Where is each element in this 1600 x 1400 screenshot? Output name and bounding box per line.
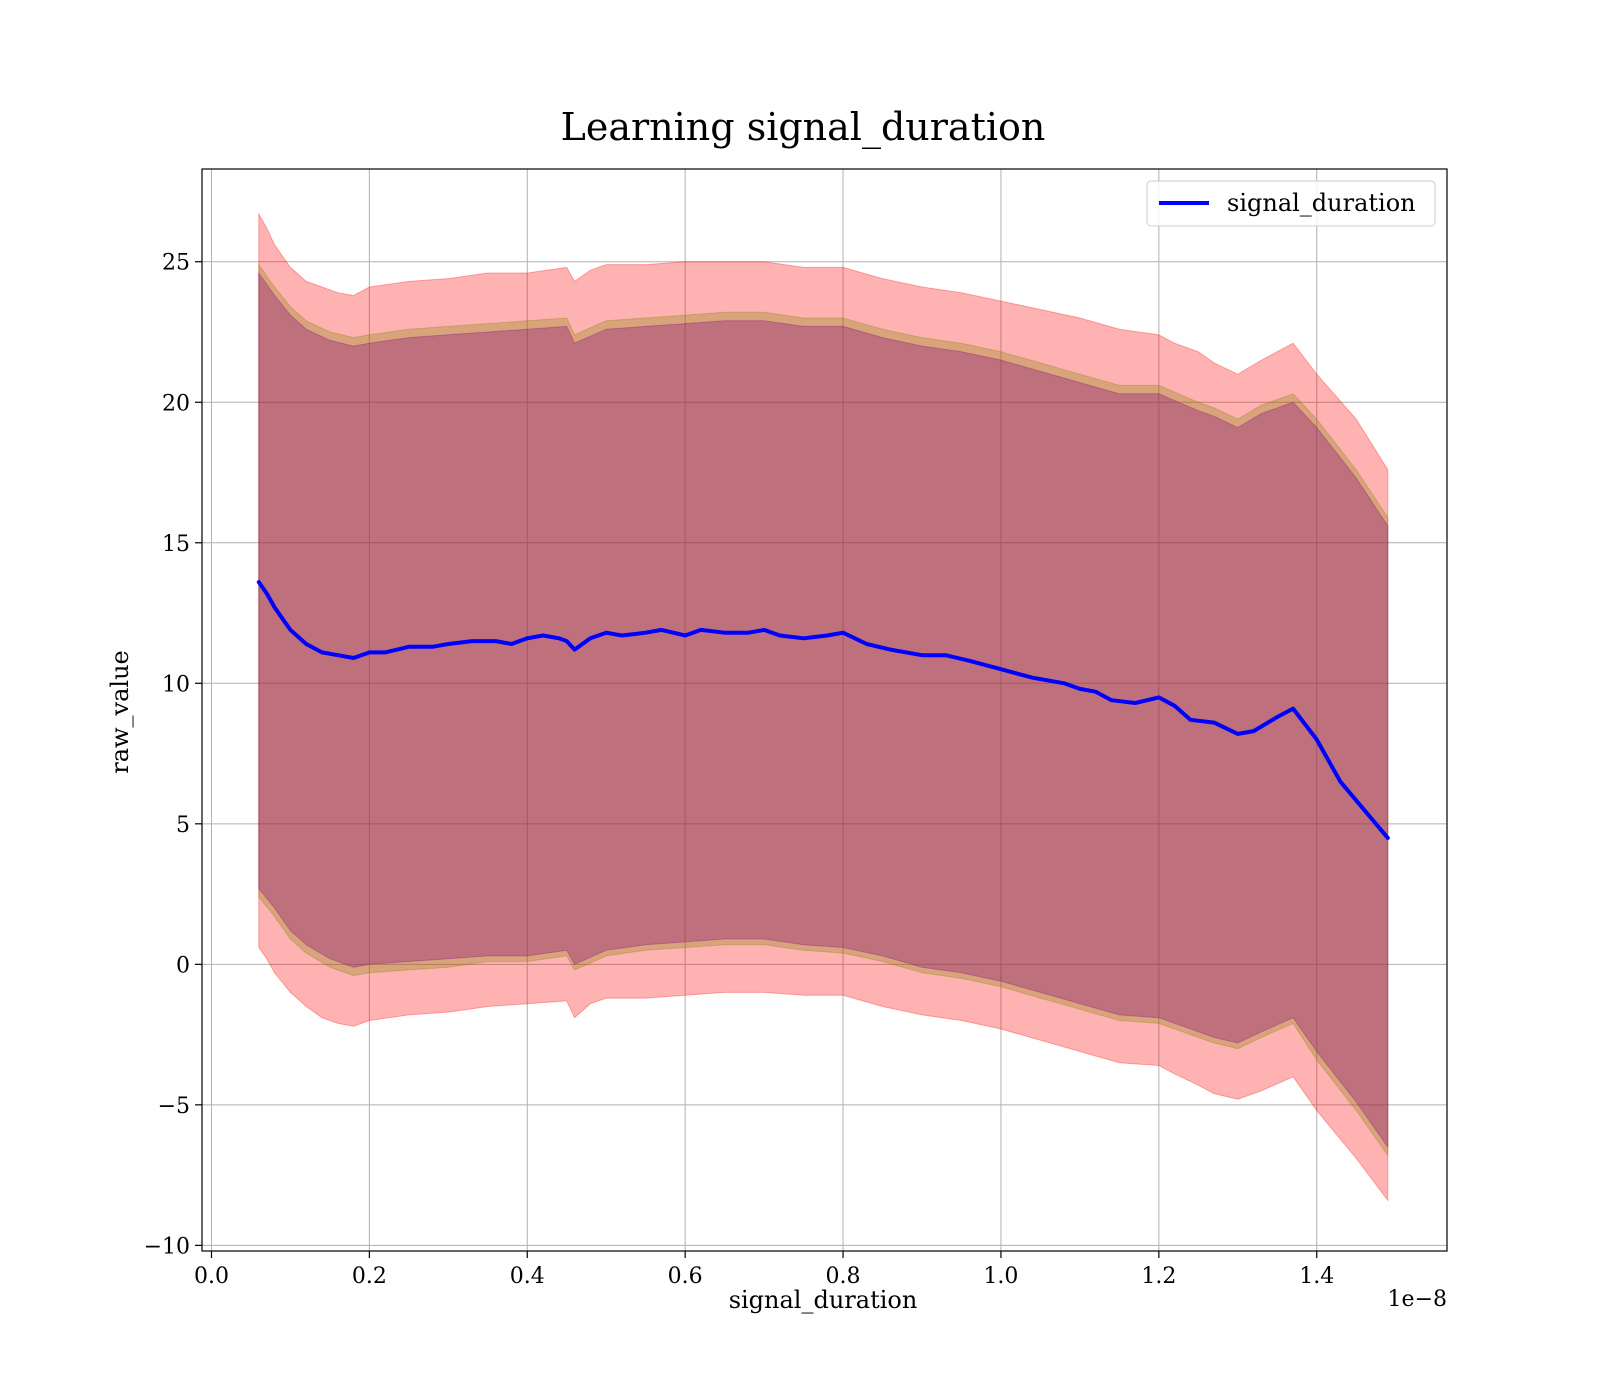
band-outer_band: [258, 212, 1389, 1202]
x-tick-label: 1.2: [1141, 1264, 1176, 1289]
legend-label-signal-duration: signal_duration: [1227, 189, 1416, 217]
grid: [202, 169, 1447, 1251]
series-lines: [256, 580, 1390, 840]
legend: signal_duration: [1146, 180, 1436, 227]
x-axis-ticks: 0.0 0.2 0.4 0.6 0.8 1.0 1.2 1.4: [194, 1251, 1334, 1289]
x-tick-label: 1.0: [983, 1264, 1018, 1289]
y-tick-label: 15: [162, 532, 190, 557]
confidence-bands: [258, 212, 1389, 1202]
x-tick-label: 0.8: [826, 1264, 861, 1289]
x-tick-label: 1.4: [1299, 1264, 1334, 1289]
y-axis-label: raw_value: [106, 650, 134, 774]
y-tick-label: 0: [176, 953, 190, 978]
legend-box: [1146, 180, 1436, 227]
x-axis-offset-label: 1e−8: [1388, 1287, 1447, 1312]
x-tick-label: 0.0: [194, 1264, 229, 1289]
plot-area-frame: [201, 168, 1448, 1252]
y-tick-label: 20: [162, 391, 190, 416]
y-axis-ticks: −10 −5 0 5 10 15 20 25: [144, 251, 202, 1259]
band-inner_band: [258, 271, 1389, 1149]
y-tick-label: 5: [176, 813, 190, 838]
x-tick-label: 0.4: [510, 1264, 545, 1289]
y-tick-label: −10: [144, 1234, 190, 1259]
y-tick-label: 10: [162, 672, 190, 697]
band-middle_band: [258, 263, 1389, 1157]
series-line-signal-duration: [256, 580, 1390, 840]
y-tick-label: −5: [158, 1094, 190, 1119]
x-axis-label: signal_duration: [729, 1286, 918, 1314]
x-tick-label: 0.6: [668, 1264, 703, 1289]
y-tick-label: 25: [162, 251, 190, 276]
chart-title: Learning signal_duration: [561, 105, 1046, 150]
x-tick-label: 0.2: [352, 1264, 387, 1289]
